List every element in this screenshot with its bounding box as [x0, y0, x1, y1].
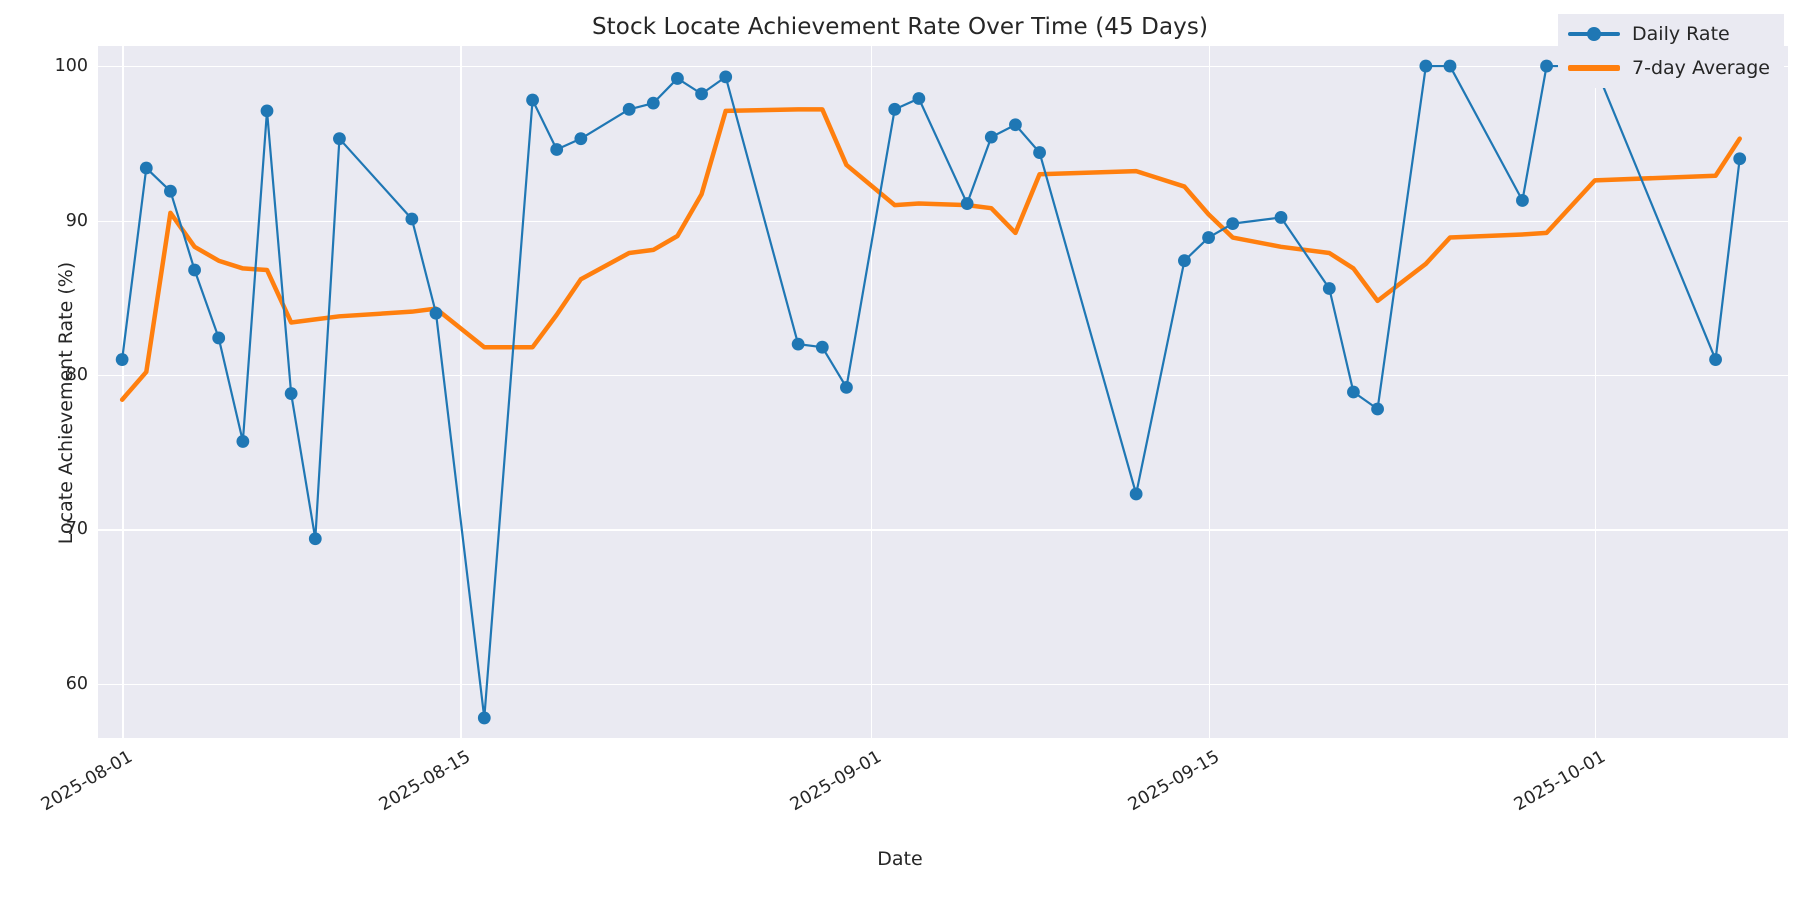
y-tick-label-90: 90 — [65, 210, 88, 231]
series-line-7-day-average — [119, 107, 1742, 402]
y-tick-label-70: 70 — [65, 519, 88, 540]
x-tick-label-2025-09-15: 2025-09-15 — [1124, 747, 1223, 816]
data-point — [1419, 59, 1433, 73]
data-point — [1009, 118, 1022, 132]
gridline-vertical-3 — [1208, 46, 1210, 738]
data-point — [1443, 59, 1457, 73]
gridline-vertical-1 — [460, 46, 462, 738]
data-point — [574, 132, 588, 146]
data-point — [308, 532, 322, 546]
data-point — [139, 161, 153, 175]
legend-item-7-day-average[interactable]: 7-day Average — [1568, 57, 1770, 79]
data-point — [1709, 353, 1722, 366]
gridline-vertical-2 — [870, 46, 872, 738]
data-point — [646, 96, 660, 110]
data-point — [1540, 59, 1553, 73]
data-point — [1347, 385, 1360, 399]
data-point — [1516, 194, 1529, 207]
data-point — [333, 132, 346, 146]
legend-item-daily-rate[interactable]: Daily Rate — [1568, 23, 1770, 45]
legend-label-7-day-average: 7-day Average — [1632, 57, 1770, 79]
x-tick-label-2025-10-01: 2025-10-01 — [1510, 747, 1609, 816]
data-point — [550, 143, 564, 156]
data-point — [1322, 282, 1336, 295]
data-point — [791, 337, 805, 351]
data-point — [212, 331, 226, 345]
data-point — [1274, 211, 1288, 224]
data-point — [719, 70, 733, 84]
data-point — [284, 387, 298, 400]
chart-title: Stock Locate Achievement Rate Over Time … — [591, 14, 1209, 40]
data-point — [671, 72, 684, 85]
data-point — [260, 104, 274, 118]
data-point — [984, 130, 998, 144]
x-tick-label-2025-09-01: 2025-09-01 — [786, 747, 885, 816]
data-point — [429, 306, 443, 320]
data-point — [477, 711, 491, 725]
x-tick-label-2025-08-01: 2025-08-01 — [38, 747, 137, 816]
data-point — [1733, 152, 1747, 166]
data-point — [115, 353, 129, 366]
plot-area — [98, 46, 1788, 738]
data-point — [1033, 146, 1046, 159]
gridline-horizontal-2 — [98, 375, 1788, 377]
data-point — [405, 212, 419, 226]
gridline-vertical-0 — [122, 46, 124, 738]
gridline-horizontal-0 — [98, 683, 1788, 686]
data-point — [236, 435, 250, 448]
chart-canvas — [115, 59, 1747, 725]
y-axis-label: Locate Achievement Rate (%) — [55, 261, 77, 545]
x-tick-label-2025-08-15: 2025-08-15 — [376, 747, 475, 816]
gridline-horizontal-4 — [98, 66, 1788, 68]
x-axis-label: Date — [877, 848, 923, 870]
gridline-vertical-4 — [1594, 46, 1597, 738]
chart-legend: Daily Rate 7-day Average — [1558, 14, 1784, 88]
data-point — [188, 263, 201, 277]
gridline-horizontal-1 — [98, 529, 1788, 531]
data-point — [888, 102, 902, 116]
data-point — [815, 340, 829, 354]
legend-label-daily-rate: Daily Rate — [1632, 23, 1730, 45]
data-point — [1371, 402, 1384, 416]
data-point — [1178, 254, 1191, 268]
data-point — [840, 380, 853, 394]
y-tick-label-80: 80 — [65, 365, 88, 385]
data-point — [1202, 231, 1215, 244]
data-point — [526, 93, 539, 107]
gridline-horizontal-3 — [98, 220, 1788, 222]
data-point — [1129, 487, 1143, 501]
data-point — [695, 87, 708, 101]
legend-marker-daily-rate — [1568, 25, 1621, 43]
y-tick-label-60: 60 — [65, 673, 88, 694]
data-point — [912, 92, 926, 105]
series-line-daily-rate — [121, 64, 1741, 720]
legend-marker-7-day-average — [1568, 59, 1621, 77]
data-point — [164, 184, 177, 198]
data-point — [1226, 217, 1240, 231]
data-point — [960, 197, 974, 210]
y-tick-label-100: 100 — [54, 56, 88, 77]
data-point — [622, 102, 636, 116]
